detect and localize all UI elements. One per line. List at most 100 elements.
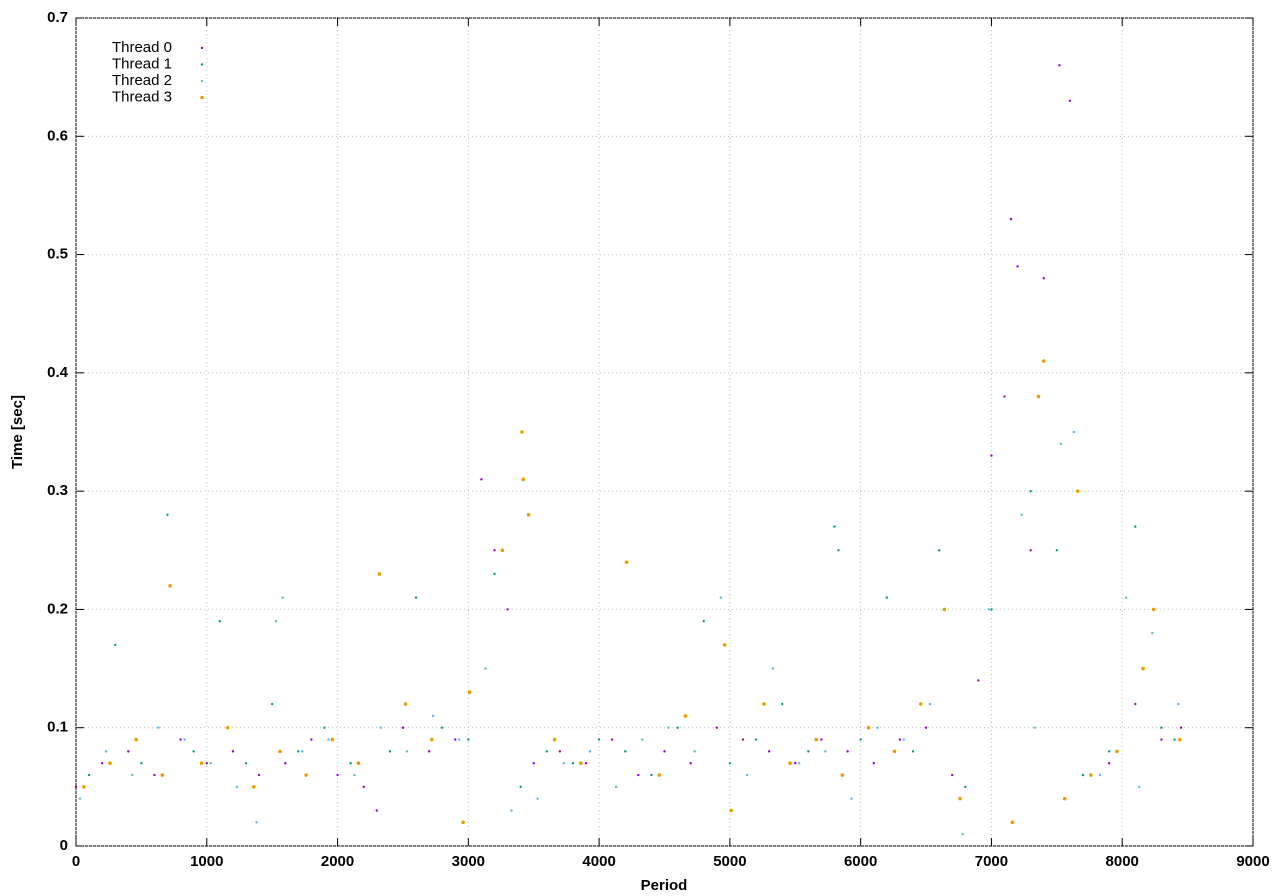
data-point — [814, 737, 819, 742]
data-point — [754, 738, 758, 741]
data-point — [281, 596, 284, 599]
data-point — [310, 738, 313, 741]
data-point — [876, 726, 879, 729]
data-point — [885, 596, 889, 599]
data-point — [1020, 513, 1023, 516]
data-point — [614, 785, 618, 789]
data-point — [794, 762, 797, 765]
data-point — [663, 750, 666, 753]
data-point — [833, 525, 836, 528]
data-point — [1098, 773, 1102, 777]
data-point — [702, 620, 705, 623]
data-point — [1072, 430, 1076, 434]
x-tick-label: 7000 — [975, 853, 1008, 870]
data-point — [964, 785, 967, 789]
data-point — [440, 726, 444, 729]
data-point — [937, 549, 941, 552]
data-point — [153, 773, 156, 777]
data-point — [1059, 442, 1062, 446]
x-axis-label: Period — [641, 877, 688, 894]
data-point — [676, 726, 679, 729]
data-point — [1177, 737, 1182, 742]
data-point — [558, 750, 562, 753]
data-point — [349, 762, 352, 765]
data-point — [850, 797, 853, 800]
data-point — [274, 620, 278, 623]
data-point — [218, 620, 222, 623]
data-point — [225, 725, 230, 730]
data-point — [457, 738, 461, 741]
data-point — [1062, 796, 1067, 801]
data-point — [771, 667, 775, 670]
data-point — [134, 737, 138, 742]
data-point — [719, 596, 722, 599]
data-point — [1177, 702, 1180, 706]
data-point — [729, 808, 733, 813]
data-point — [1010, 820, 1015, 825]
y-axis-label: Time [sec] — [9, 395, 26, 469]
data-point — [493, 549, 496, 552]
data-point — [924, 726, 928, 729]
data-point — [480, 478, 483, 481]
data-point — [108, 761, 112, 765]
data-point — [323, 726, 326, 729]
data-point — [1036, 394, 1041, 399]
data-point — [958, 796, 962, 801]
data-point — [667, 726, 670, 729]
data-point — [521, 477, 526, 482]
y-tick-label: 0 — [60, 837, 68, 854]
data-point — [1058, 64, 1061, 67]
data-point — [961, 832, 964, 836]
data-point — [1179, 726, 1183, 729]
data-point — [1134, 702, 1137, 706]
data-point — [131, 773, 134, 777]
data-point — [532, 762, 535, 765]
data-point — [1160, 738, 1163, 741]
data-point — [506, 608, 509, 611]
data-point — [304, 773, 308, 777]
data-point — [82, 785, 86, 789]
y-tick-label: 0.4 — [47, 364, 69, 381]
data-point — [375, 809, 378, 812]
data-point — [536, 797, 539, 800]
data-point — [728, 762, 732, 765]
data-point — [942, 607, 947, 612]
data-point — [526, 513, 531, 517]
data-point — [637, 773, 640, 777]
data-point — [100, 762, 104, 765]
data-point — [1124, 596, 1128, 599]
data-point — [610, 738, 614, 741]
data-point — [1042, 277, 1045, 280]
data-point — [519, 785, 522, 789]
x-tick-label: 0 — [72, 853, 80, 870]
data-point — [597, 738, 601, 741]
data-point — [1016, 265, 1019, 268]
x-tick-label: 5000 — [713, 853, 746, 870]
legend-marker — [200, 79, 204, 83]
legend-label: Thread 0 — [112, 39, 172, 56]
data-point — [820, 738, 823, 741]
data-point — [510, 809, 513, 812]
data-point — [683, 714, 688, 718]
data-point — [1029, 549, 1032, 552]
data-point — [745, 773, 749, 777]
data-point — [209, 762, 212, 765]
data-point — [205, 762, 208, 765]
data-point — [1089, 773, 1093, 777]
data-point — [78, 797, 82, 800]
y-tick-label: 0.5 — [47, 246, 68, 263]
data-point — [928, 702, 932, 706]
data-point — [467, 738, 470, 741]
data-point — [484, 667, 487, 670]
data-point — [767, 750, 771, 753]
data-point — [403, 702, 408, 706]
data-point — [859, 738, 862, 741]
data-point — [257, 773, 261, 777]
data-point — [919, 702, 923, 706]
data-point — [140, 762, 143, 765]
data-point — [807, 750, 810, 753]
legend-marker — [200, 63, 204, 66]
data-point — [405, 750, 409, 753]
y-tick-label: 0.2 — [47, 600, 68, 617]
